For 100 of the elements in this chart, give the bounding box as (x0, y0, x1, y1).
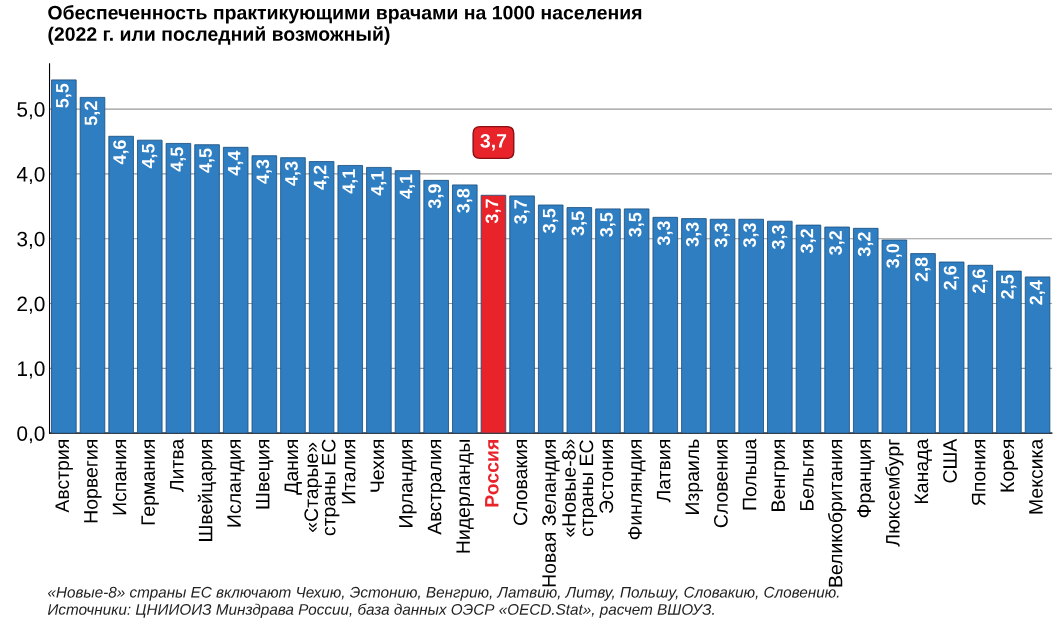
data-label: 4,1 (371, 171, 387, 196)
data-label: 4,3 (285, 161, 301, 186)
x-tick-label: Австрия (55, 440, 73, 513)
x-tick-label: Нидерланды (456, 440, 474, 553)
x-tick-label: Люксембург (885, 439, 904, 547)
bar (623, 208, 650, 434)
data-label: 3,5 (571, 211, 587, 236)
bar (652, 216, 678, 434)
data-label: 2,4 (1029, 280, 1046, 305)
bar (738, 218, 764, 434)
x-tick-label: Италия (341, 440, 356, 504)
bar (767, 220, 793, 434)
bar (480, 194, 507, 434)
data-label: 3,5 (542, 208, 559, 233)
data-label: 3,7 (514, 199, 530, 224)
x-tick-label: Литва (170, 438, 184, 492)
x-tick-label: Швеция (255, 440, 274, 509)
bar (537, 204, 564, 434)
bar (394, 170, 421, 434)
x-tick-label: Ирландия (399, 440, 417, 527)
data-label: 5,5 (56, 83, 72, 108)
x-tick-label: Словакия (513, 440, 528, 525)
x-tick-label: США (943, 438, 957, 483)
bar (452, 184, 478, 434)
data-label: 3,7 (485, 199, 501, 224)
data-label: 3,2 (857, 232, 874, 257)
bar (308, 161, 335, 434)
bar (194, 144, 220, 434)
bar (938, 261, 965, 434)
data-label: 3,3 (743, 223, 759, 248)
x-tick-label: Япония (971, 440, 986, 506)
data-label: 3,8 (456, 188, 473, 213)
data-label: 3,9 (428, 184, 444, 209)
data-label: 4,6 (113, 140, 129, 165)
y-tick-label: 2,0 (17, 296, 45, 314)
x-tick-label: Германия (141, 440, 159, 525)
data-label: 3,3 (714, 223, 731, 248)
bar (51, 79, 77, 434)
bar (681, 218, 707, 434)
data-label: 4,5 (170, 147, 186, 172)
data-label: 3,2 (800, 229, 816, 254)
bar (366, 166, 392, 434)
x-tick-label: Исландия (227, 440, 245, 527)
bar (222, 146, 249, 434)
x-tick-label: «Новые-8» страны ЕС (562, 439, 598, 537)
y-tick-label: 5,0 (17, 102, 45, 120)
bar (709, 218, 736, 434)
x-tick-label: Финляндия (628, 440, 646, 540)
bar (853, 227, 879, 434)
x-tick-label: Испания (112, 440, 127, 515)
x-tick-label: Бельгия (800, 440, 814, 510)
x-tick-label: Словения (714, 440, 728, 528)
data-label: 5,2 (84, 101, 100, 126)
text: «Новые-8» страны ЕС включают Чехию, Эстонию, Венгрию, Латвию, Литву, Польшу, Словакию, Словению. (48, 586, 839, 601)
x-tick-label: Венгрия (771, 440, 789, 511)
data-label: 3,2 (829, 231, 845, 255)
bar (595, 208, 621, 434)
data-label: 2,8 (915, 257, 931, 282)
data-label: 3,3 (657, 221, 673, 246)
bar (108, 135, 134, 434)
x-tick-label: Великобритания (827, 440, 847, 587)
x-tick-label: Россия (485, 440, 499, 507)
y-tick-label: 3,0 (17, 231, 45, 249)
bar (881, 239, 908, 434)
bar (337, 165, 363, 434)
y-tick-label: 0,0 (17, 426, 45, 444)
bar (967, 264, 994, 434)
x-tick-label: Польша (742, 438, 757, 510)
bar (423, 179, 449, 434)
data-label: 4,5 (199, 148, 215, 173)
x-tick-label: Новая Зеландия (542, 440, 560, 587)
x-tick-label: Франция (857, 440, 875, 518)
bar (566, 207, 593, 434)
data-label: 4,1 (399, 174, 415, 199)
x-tick-label: Норвегия (84, 440, 102, 523)
bar (1024, 276, 1051, 434)
x-tick-label: Канада (914, 438, 932, 503)
annotation: 3,7 (480, 133, 507, 151)
data-label: 3,5 (628, 212, 645, 237)
data-label: 2,6 (943, 265, 960, 290)
bar (910, 253, 936, 434)
data-label: 4,3 (256, 159, 272, 184)
y-tick-label: 1,0 (18, 361, 45, 379)
x-tick-label: Корея (1000, 440, 1018, 492)
data-label: 4,1 (342, 169, 358, 194)
data-label: 3,3 (771, 225, 788, 250)
x-tick-label: Латвия (656, 440, 671, 503)
bar (79, 96, 106, 434)
x-tick-label: «Старые» страны ЕС (304, 439, 340, 536)
x-tick-label: Чехия (370, 440, 385, 492)
bar (280, 157, 306, 434)
x-tick-label: Эстония (599, 440, 614, 514)
bar (509, 195, 535, 434)
bar (996, 270, 1022, 434)
bar (137, 139, 163, 434)
y-tick-label: 4,0 (16, 166, 45, 185)
x-tick-label: Швейцария (197, 440, 217, 541)
data-label: 4,4 (227, 150, 244, 176)
data-label: 2,5 (1001, 274, 1017, 299)
bar (824, 226, 850, 434)
